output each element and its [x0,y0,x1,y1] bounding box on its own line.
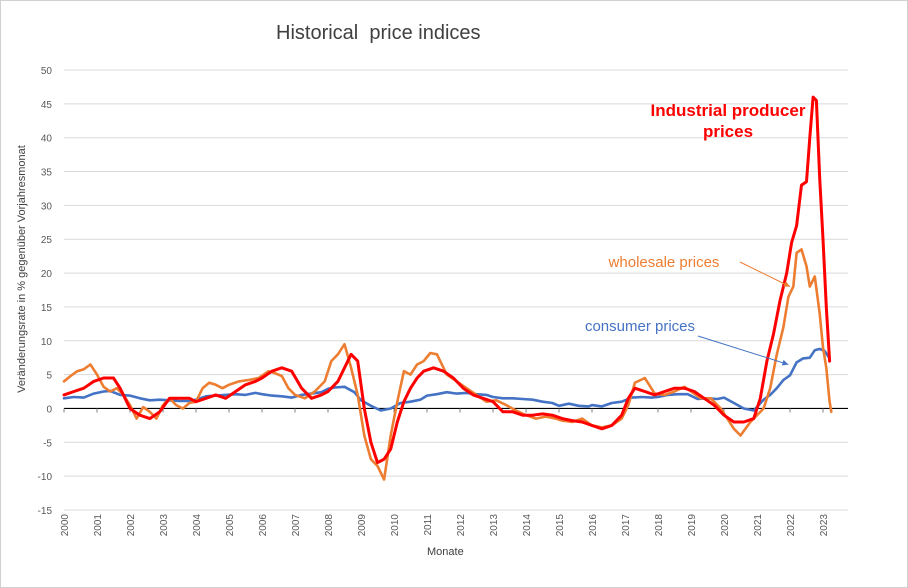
series-line-wholesale-prices [62,248,833,481]
x-tick-label: 2003 [159,514,170,537]
x-tick-label: 2007 [291,514,302,537]
y-tick-label: -15 [38,506,53,517]
y-tick-label: 30 [41,201,53,212]
x-tick-label: 2005 [225,514,236,537]
y-tick-label: -10 [38,472,53,483]
x-tick-label: 2009 [357,514,368,537]
x-tick-label: 2021 [753,514,764,537]
x-tick-label: 2023 [819,514,830,537]
y-tick-label: 25 [41,235,53,246]
x-tick-label: 2013 [489,514,500,537]
x-tick-label: 2018 [654,514,665,537]
x-tick-label: 2014 [522,514,533,537]
y-tick-label: 20 [41,269,53,280]
annotation-wholesale-prices: wholesale prices [608,254,720,271]
series-line-consumer-prices [62,347,831,412]
y-tick-label: 50 [41,66,53,77]
x-tick-label: 2022 [786,514,797,537]
y-tick-label: 40 [41,134,53,145]
annotation-arrow [697,335,789,366]
x-tick-label: 2001 [93,514,104,537]
x-tick-label: 2008 [324,514,335,537]
y-tick-label: 45 [41,100,53,111]
x-tick-label: 2011 [423,514,434,536]
x-tick-label: 2019 [687,514,698,537]
y-tick-labels: -15 -10 -5 0 5 10 15 20 25 30 35 40 45 50 [38,66,53,517]
annotation-arrow [739,261,791,288]
y-tick-label: 5 [46,371,52,382]
y-tick-label: 35 [41,168,53,179]
x-axis-label: Monate [427,546,464,558]
x-tick-label: 2020 [720,514,731,537]
annotation-consumer-prices: consumer prices [585,318,695,335]
x-tick-label: 2006 [258,514,269,537]
x-tick-label: 2016 [588,514,599,537]
annotation-industrial-producer-prices: Industrial producer prices [651,101,806,141]
x-tick-label: 2015 [555,514,566,537]
x-tick-labels: 2000 2001 2002 2003 2004 2005 2006 2007 2008 2009… [60,514,830,537]
x-tick-label: 2002 [126,514,137,537]
series-lines [62,95,833,481]
chart-title: Historical price indices [276,22,481,44]
y-tick-label: 15 [41,303,53,314]
y-tick-label: -5 [43,438,52,449]
y-tick-label: 10 [41,337,53,348]
x-tick-label: 2000 [60,514,71,537]
series-annotations: Industrial producer prices wholesale price… [585,101,806,366]
gridlines [63,69,848,511]
x-tick-label: 2012 [456,514,467,537]
y-tick-label: 0 [46,404,52,415]
series-line-industrial-producer-prices [62,95,832,465]
x-tick-label: 2010 [390,514,401,537]
x-tick-label: 2004 [192,514,203,537]
x-tick-label: 2017 [621,514,632,537]
